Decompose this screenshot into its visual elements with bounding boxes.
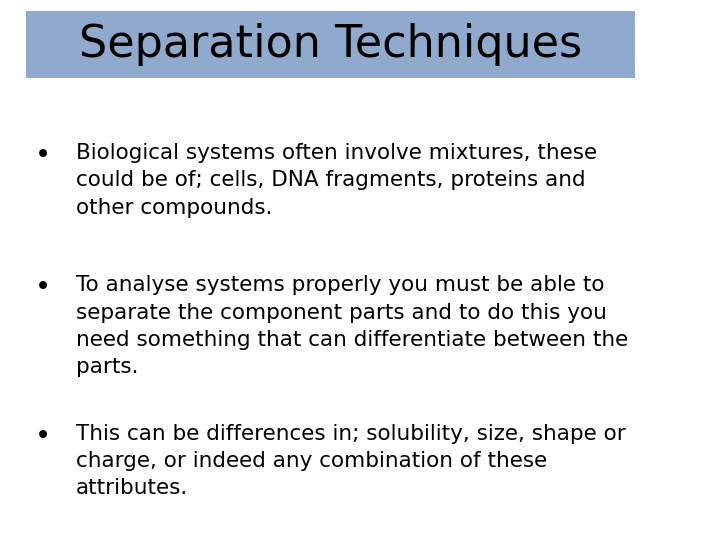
FancyBboxPatch shape [27, 11, 635, 78]
Text: This can be differences in; solubility, size, shape or
charge, or indeed any com: This can be differences in; solubility, … [76, 424, 626, 498]
Text: Biological systems often involve mixtures, these
could be of; cells, DNA fragmen: Biological systems often involve mixture… [76, 143, 597, 218]
Text: •: • [35, 143, 51, 169]
Text: •: • [35, 275, 51, 301]
Text: •: • [35, 424, 51, 450]
Text: To analyse systems properly you must be able to
separate the component parts and: To analyse systems properly you must be … [76, 275, 629, 377]
Text: Separation Techniques: Separation Techniques [79, 23, 582, 66]
